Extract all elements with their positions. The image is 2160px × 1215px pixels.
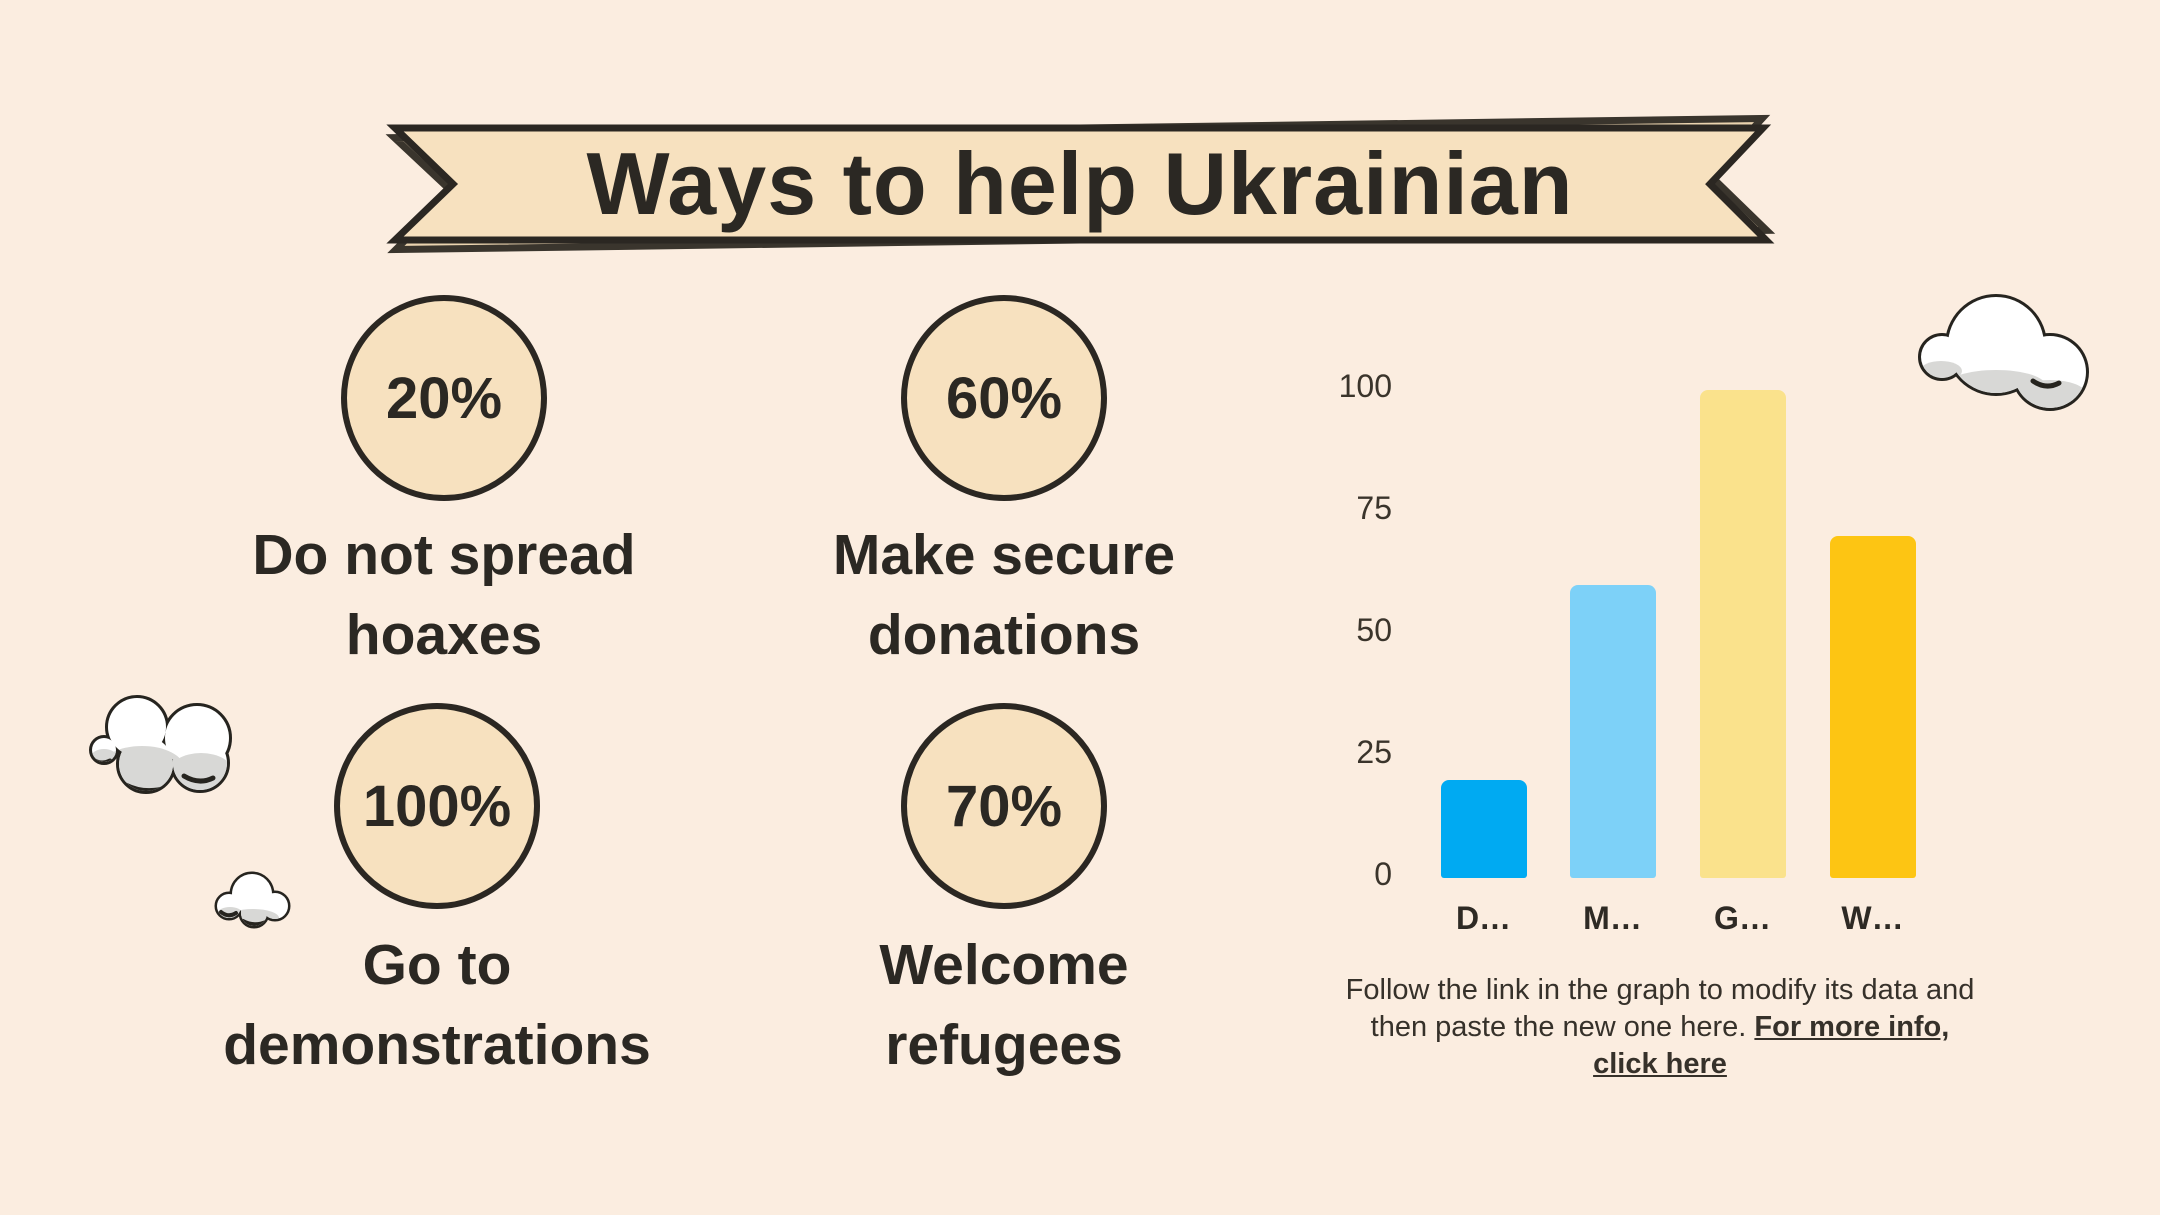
chart-note-text: Follow the link in the graph to modify i… xyxy=(1345,974,1975,1043)
stat-percent: 20% xyxy=(385,365,503,431)
caption-line: refugees xyxy=(885,1013,1123,1077)
stat-caption-refugees: Welcome refugees xyxy=(684,925,1324,1085)
y-axis-tick-label: 100 xyxy=(1338,368,1392,404)
stat-caption-demonstrations: Go to demonstrations xyxy=(117,925,757,1085)
y-axis-tick-label: 50 xyxy=(1356,612,1392,648)
page-title: Ways to help Ukrainian xyxy=(586,134,1574,233)
stat-caption-hoaxes: Do not spread hoaxes xyxy=(124,515,764,675)
chart-bar-3[interactable] xyxy=(1700,390,1786,878)
more-info-link[interactable]: For more info, click here xyxy=(1593,1011,1950,1080)
x-axis-label-4: W… xyxy=(1841,900,1904,936)
caption-line: Make secure xyxy=(832,523,1176,587)
chart-note: Follow the link in the graph to modify i… xyxy=(1335,972,1985,1083)
stat-percent: 60% xyxy=(945,365,1063,431)
chart-bar-2[interactable] xyxy=(1570,585,1656,878)
y-axis-tick-label: 0 xyxy=(1374,856,1392,892)
caption-line: demonstrations xyxy=(223,1013,651,1077)
caption-line: hoaxes xyxy=(345,603,543,667)
chart-bar-4[interactable] xyxy=(1830,536,1916,878)
stat-circle-donations: 60% xyxy=(901,295,1107,501)
stat-percent: 100% xyxy=(362,773,512,839)
stat-circle-demonstrations: 100% xyxy=(334,703,540,909)
chart-bar-1[interactable] xyxy=(1441,780,1527,878)
stat-circle-hoaxes: 20% xyxy=(341,295,547,501)
stat-circle-refugees: 70% xyxy=(901,703,1107,909)
caption-line: Welcome xyxy=(879,933,1129,997)
x-axis-label-1: D… xyxy=(1455,900,1512,936)
x-axis-label-2: M… xyxy=(1583,900,1642,936)
y-axis-tick-label: 75 xyxy=(1356,490,1392,526)
caption-line: donations xyxy=(867,603,1141,667)
x-axis-label-3: G… xyxy=(1714,900,1771,936)
stat-percent: 70% xyxy=(945,773,1063,839)
stat-caption-donations: Make secure donations xyxy=(684,515,1324,675)
y-axis-tick-label: 25 xyxy=(1356,734,1392,770)
caption-line: Do not spread xyxy=(252,523,636,587)
caption-line: Go to xyxy=(362,933,512,997)
